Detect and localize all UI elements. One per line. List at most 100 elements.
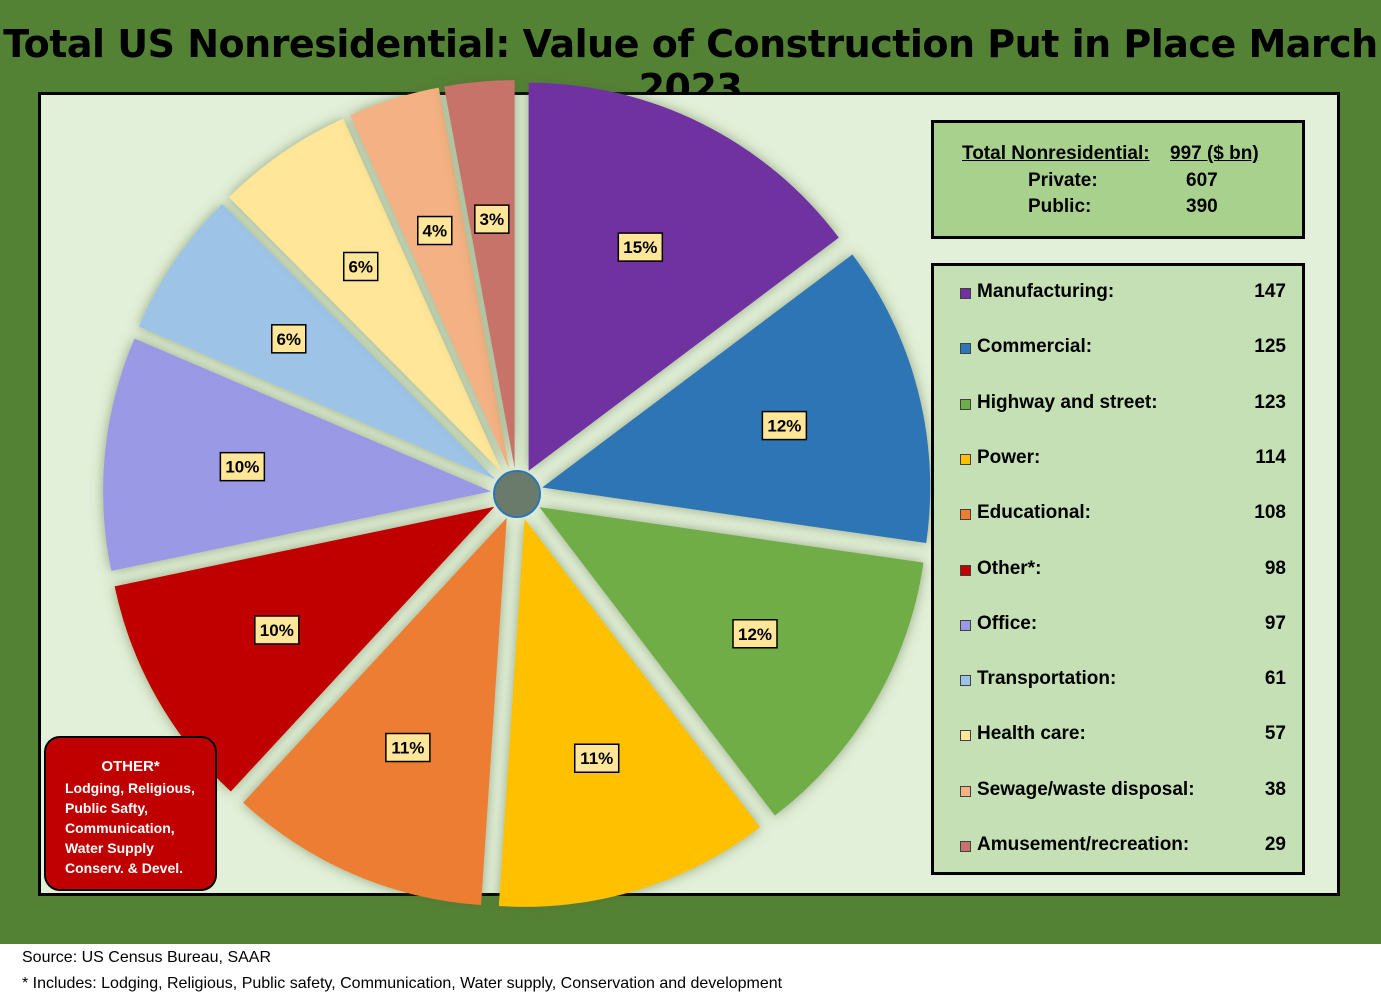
pie-slice-educational xyxy=(243,517,507,906)
pct-label-box xyxy=(732,619,778,649)
legend-value: 29 xyxy=(1264,834,1286,855)
pct-label-text: 6% xyxy=(348,257,373,276)
legend-label: Manufacturing: xyxy=(977,281,1115,302)
pie-slice-other xyxy=(114,506,495,792)
other-note-box: OTHER* Lodging, Religious, Public Safty,… xyxy=(44,736,217,891)
source-note: Source: US Census Bureau, SAAR xyxy=(22,949,272,966)
pie-slice-amusement-recreation xyxy=(444,80,515,469)
legend-swatch xyxy=(960,675,971,687)
legend-value: 38 xyxy=(1264,778,1286,800)
legend-label: Office: xyxy=(977,612,1038,634)
other-note-line: Lodging, Religious, xyxy=(65,780,195,796)
legend-swatch xyxy=(960,785,971,797)
slice-pct-label: 10% xyxy=(219,451,266,482)
legend-value: 114 xyxy=(1255,446,1286,468)
legend-item: Power: 114 xyxy=(956,447,1286,475)
pie-slice-office xyxy=(103,338,492,571)
legend-value: 61 xyxy=(1264,668,1286,690)
pct-label-text: 6% xyxy=(276,330,301,349)
pct-label-text: 10% xyxy=(225,458,259,477)
private-value: 607 xyxy=(1186,170,1218,191)
legend-label: Highway and street: xyxy=(977,391,1158,413)
slice-pct-label: 3% xyxy=(474,204,510,234)
legend-label: Power: xyxy=(977,446,1041,468)
chart-title: Total US Nonresidential: Value of Constr… xyxy=(3,22,1378,110)
private-label: Private: xyxy=(1028,170,1098,191)
slice-pct-label: 6% xyxy=(271,324,307,354)
pct-label-text: 12% xyxy=(767,417,801,436)
public-label: Public: xyxy=(1028,196,1092,217)
footer: Source: US Census Bureau, SAAR * Include… xyxy=(0,944,1381,1000)
total-nonresidential-label: Total Nonresidential: xyxy=(962,143,1150,164)
slice-pct-label: 10% xyxy=(254,615,300,645)
legend-item: Amusement/recreation: 29 xyxy=(956,834,1286,862)
slice-pct-label: 6% xyxy=(342,251,379,282)
pct-label-box xyxy=(417,215,453,246)
other-note-lines: Lodging, Religious, Public Safty, Commun… xyxy=(65,778,195,878)
slice-pct-label: 12% xyxy=(761,410,808,441)
legend-swatch xyxy=(960,841,971,852)
slice-pct-label: 11% xyxy=(573,743,620,773)
totals-box: Total Nonresidential: 997 ($ bn) Private… xyxy=(931,120,1305,239)
other-note-title: OTHER* xyxy=(101,758,160,775)
legend-swatch xyxy=(960,453,971,465)
pie-slice-power xyxy=(498,518,761,907)
legend-label: Other*: xyxy=(977,557,1042,579)
other-note-line: Water Supply xyxy=(65,840,154,856)
pct-label-text: 10% xyxy=(260,621,294,640)
public-value: 390 xyxy=(1186,196,1218,217)
legend-item: Commercial: 125 xyxy=(956,336,1286,364)
other-note-line: Public Safty, xyxy=(65,800,148,816)
pct-label-box xyxy=(254,615,300,645)
legend-label: Commercial: xyxy=(977,336,1093,358)
pct-label-box xyxy=(271,324,307,354)
legend-label: Health care: xyxy=(977,723,1086,745)
legend-item: Transportation: 61 xyxy=(956,668,1286,696)
pie-slice-commercial xyxy=(542,254,931,543)
legend-value: 97 xyxy=(1264,612,1286,634)
legend-value: 57 xyxy=(1264,723,1286,745)
pie-slice-highway-and-street xyxy=(539,507,924,816)
pie-center-hub xyxy=(493,470,541,518)
legend-item: Health care: 57 xyxy=(956,723,1286,751)
legend-item: Other*: 98 xyxy=(956,558,1286,586)
legend-label: Sewage/waste disposal: xyxy=(977,778,1195,800)
pct-label-text: 12% xyxy=(738,625,772,644)
legend-value: 108 xyxy=(1254,502,1286,524)
legend-swatch xyxy=(960,619,971,631)
legend-swatch xyxy=(960,564,971,576)
legend-swatch xyxy=(960,730,971,742)
legend-value: 125 xyxy=(1254,336,1286,358)
pct-label-text: 11% xyxy=(580,749,613,768)
pct-label-box xyxy=(761,410,808,441)
legend-item: Highway and street: 123 xyxy=(956,392,1286,420)
legend-swatch xyxy=(960,398,971,410)
pct-label-box xyxy=(573,743,620,773)
legend-value: 98 xyxy=(1264,557,1286,579)
pct-label-text: 4% xyxy=(422,222,447,241)
legend-value: 147 xyxy=(1254,281,1286,302)
legend-label: Educational: xyxy=(977,502,1092,524)
pct-label-text: 11% xyxy=(391,739,424,758)
pie-slice-transportation xyxy=(138,203,496,480)
other-note-line: Communication, xyxy=(65,820,175,836)
pie-slice-sewage-waste-disposal xyxy=(350,87,510,470)
pie-slice-manufacturing xyxy=(528,82,839,471)
total-nonresidential-value: 997 ($ bn) xyxy=(1170,143,1259,164)
legend-swatch xyxy=(960,509,971,521)
pct-label-text: 15% xyxy=(623,238,657,257)
pct-label-box xyxy=(617,232,664,262)
legend: Manufacturing: 147 Commercial: 125 Highway a… xyxy=(931,263,1305,875)
other-note-line: Conserv. & Devel. xyxy=(65,860,184,876)
pct-label-box xyxy=(474,204,510,234)
legend-label: Transportation: xyxy=(977,668,1117,690)
slice-pct-label: 15% xyxy=(617,232,664,262)
legend-swatch xyxy=(960,343,971,355)
pct-label-box xyxy=(219,451,266,482)
pct-label-text: 3% xyxy=(480,210,505,229)
legend-item: Sewage/waste disposal: 38 xyxy=(956,779,1286,807)
pct-label-box xyxy=(342,251,379,282)
legend-item: Educational: 108 xyxy=(956,502,1286,530)
legend-label: Amusement/recreation: xyxy=(977,834,1190,855)
